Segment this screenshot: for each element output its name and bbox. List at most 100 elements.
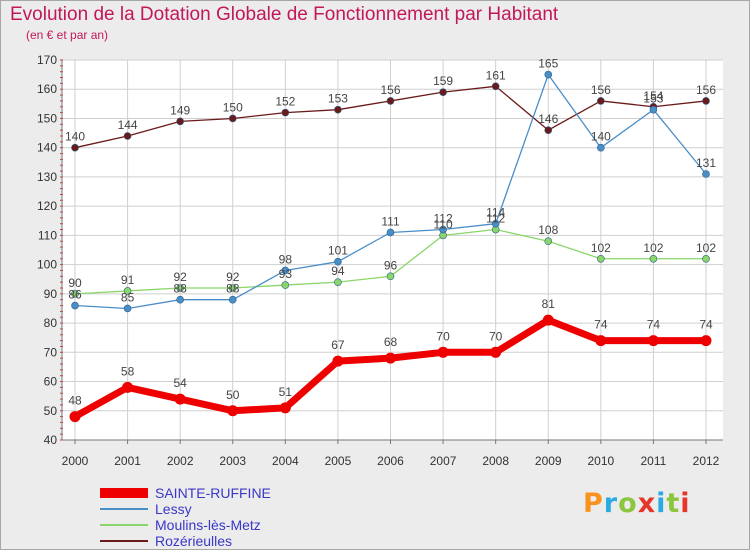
data-label-sainte-ruffine: 74 [647, 318, 661, 332]
data-point-rozerieulles [386, 97, 395, 105]
data-label-lessy: 112 [434, 212, 453, 226]
data-label-lessy: 114 [486, 206, 505, 220]
data-label-moulins-les-metz: 112 [486, 212, 505, 226]
data-label-lessy: 101 [328, 244, 348, 258]
x-tick-label: 2004 [272, 454, 299, 468]
logo-letter: o [618, 488, 638, 519]
data-point-rozerieulles [281, 108, 290, 117]
x-tick-label: 2005 [325, 454, 352, 468]
data-point-moulins-les-metz [386, 272, 395, 281]
data-point-lessy [228, 295, 237, 304]
data-point-moulins-les-metz [334, 278, 342, 286]
data-label-moulins-les-metz: 102 [696, 241, 716, 255]
x-tick-label: 2007 [430, 454, 457, 468]
data-label-rozerieulles: 153 [328, 92, 348, 106]
logo-letter: i [656, 488, 667, 519]
data-label-lessy: 86 [68, 288, 82, 302]
y-tick-label: 80 [44, 316, 58, 330]
data-point-moulins-les-metz [228, 284, 237, 292]
x-tick-label: 2010 [587, 454, 614, 468]
data-label-lessy: 140 [591, 130, 611, 144]
data-point-sainte-ruffine [122, 381, 134, 393]
y-tick-label: 50 [44, 404, 58, 418]
data-point-rozerieulles [123, 132, 132, 140]
data-point-moulins-les-metz [281, 281, 290, 289]
data-point-sainte-ruffine [647, 335, 659, 347]
data-point-rozerieulles [228, 114, 237, 123]
data-point-sainte-ruffine [595, 335, 607, 347]
data-point-lessy [544, 70, 553, 79]
logo-letter: i [680, 488, 691, 519]
data-label-rozerieulles: 159 [433, 74, 453, 88]
data-point-lessy [281, 266, 290, 275]
logo-letter: P [583, 488, 604, 519]
data-label-sainte-ruffine: 67 [331, 338, 345, 352]
data-label-rozerieulles: 149 [170, 103, 190, 117]
data-label-sainte-ruffine: 70 [489, 329, 503, 343]
data-point-moulins-les-metz [176, 284, 184, 292]
data-label-sainte-ruffine: 50 [226, 388, 240, 402]
data-point-rozerieulles [71, 143, 79, 152]
data-point-rozerieulles [597, 97, 605, 105]
data-label-lessy: 153 [643, 92, 663, 106]
data-point-moulins-les-metz [649, 254, 658, 263]
data-label-lessy: 131 [696, 156, 716, 170]
data-label-lessy: 88 [173, 282, 187, 296]
data-label-lessy: 165 [538, 57, 558, 71]
x-tick-label: 2000 [62, 454, 89, 468]
data-label-sainte-ruffine: 51 [279, 385, 293, 399]
legend-swatch [100, 540, 148, 542]
y-tick-label: 130 [37, 170, 57, 184]
data-label-rozerieulles: 156 [696, 83, 716, 97]
data-label-moulins-les-metz: 90 [68, 276, 82, 290]
data-label-moulins-les-metz: 92 [226, 270, 240, 284]
data-label-rozerieulles: 150 [223, 100, 243, 114]
legend-swatch [100, 488, 148, 498]
x-tick-label: 2009 [535, 454, 562, 468]
data-point-lessy [491, 219, 500, 228]
data-label-rozerieulles: 144 [118, 118, 138, 132]
x-tick-label: 2012 [693, 454, 720, 468]
chart-subtitle: (en € et par an) [26, 28, 109, 42]
data-label-moulins-les-metz: 91 [121, 273, 135, 287]
logo-letter: t [666, 488, 681, 519]
y-tick-label: 140 [37, 141, 57, 155]
y-tick-label: 120 [37, 199, 57, 213]
data-label-rozerieulles: 154 [643, 89, 663, 103]
data-label-moulins-les-metz: 94 [331, 264, 345, 278]
x-tick-label: 2011 [641, 454, 667, 468]
data-point-lessy [597, 143, 605, 152]
y-tick-label: 60 [44, 375, 58, 389]
data-point-lessy [649, 105, 658, 114]
data-label-sainte-ruffine: 70 [436, 329, 450, 343]
data-point-moulins-les-metz [597, 254, 605, 263]
data-point-lessy [386, 228, 395, 237]
logo-letter: x [637, 488, 657, 519]
data-point-lessy [702, 170, 710, 178]
data-point-lessy [439, 225, 447, 234]
proxiti-logo: Proxiti [583, 488, 691, 519]
data-label-rozerieulles: 146 [538, 112, 558, 126]
data-label-sainte-ruffine: 81 [542, 297, 556, 311]
data-point-lessy [71, 301, 79, 310]
data-point-rozerieulles [491, 82, 500, 91]
data-point-sainte-ruffine [542, 314, 554, 326]
logo-letter: r [603, 488, 619, 519]
data-label-rozerieulles: 161 [486, 68, 506, 82]
data-label-moulins-les-metz: 108 [538, 223, 558, 237]
plot-area [62, 60, 723, 440]
legend-label: Rozérieulles [155, 533, 233, 549]
data-label-moulins-les-metz: 92 [173, 270, 187, 284]
legend-swatch [100, 524, 148, 526]
data-label-moulins-les-metz: 102 [591, 241, 611, 255]
data-label-lessy: 111 [381, 214, 400, 228]
data-point-moulins-les-metz [123, 287, 132, 295]
data-label-sainte-ruffine: 74 [594, 318, 608, 332]
y-tick-label: 40 [44, 433, 58, 447]
data-point-sainte-ruffine [332, 355, 344, 367]
data-point-lessy [176, 295, 184, 304]
data-point-sainte-ruffine [437, 346, 449, 358]
y-tick-label: 90 [44, 287, 58, 301]
legend-label: Lessy [155, 501, 192, 517]
